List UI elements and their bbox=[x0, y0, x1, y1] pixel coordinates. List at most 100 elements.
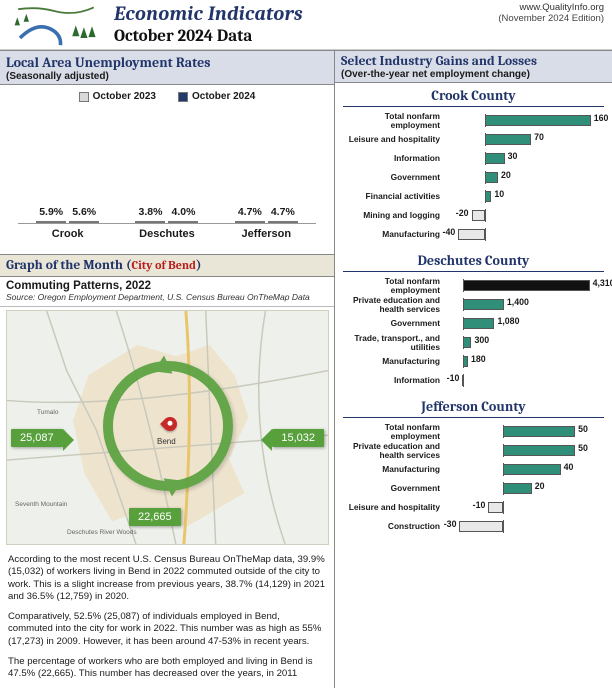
data-month: October 2024 Data bbox=[114, 27, 498, 46]
hbar bbox=[503, 483, 532, 494]
legend-item-a: October 2023 bbox=[79, 91, 156, 102]
hbar-value: 4,310 bbox=[593, 278, 612, 288]
unemp-bar: 5.6% bbox=[69, 221, 99, 223]
hbar-value: 20 bbox=[501, 170, 511, 180]
hbar-row: Leisure and hospitality-10 bbox=[339, 498, 604, 517]
unemp-bar: 3.8% bbox=[135, 221, 165, 223]
hbar-label: Mining and logging bbox=[339, 211, 445, 220]
site-url: www.QualityInfo.org bbox=[498, 2, 604, 13]
logo bbox=[6, 2, 106, 47]
hbar bbox=[503, 426, 575, 437]
hbar-label: Total nonfarm employment bbox=[339, 423, 445, 441]
county-title: Deschutes County bbox=[343, 252, 604, 272]
unemp-bar-value: 4.0% bbox=[172, 206, 196, 218]
right-column: Select Industry Gains and Losses (Over-t… bbox=[335, 50, 612, 688]
gom-p1: According to the most recent U.S. Census… bbox=[8, 554, 326, 603]
gains-sub: (Over-the-year net employment change) bbox=[341, 69, 606, 80]
hbar-row: Total nonfarm employment160 bbox=[339, 111, 604, 130]
hbar bbox=[463, 280, 590, 291]
hbar-row: Construction-30 bbox=[339, 517, 604, 536]
hbar-value: 40 bbox=[564, 462, 574, 472]
hbar bbox=[472, 210, 485, 221]
hbar-track: 1,400 bbox=[445, 298, 604, 311]
hbar-label: Private education and health services bbox=[339, 296, 445, 314]
hbar-track: 300 bbox=[445, 336, 604, 349]
county-title: Jefferson County bbox=[343, 398, 604, 418]
columns: Local Area Unemployment Rates (Seasonall… bbox=[0, 50, 612, 688]
hbar-track: 70 bbox=[445, 133, 604, 146]
hbar-value: 70 bbox=[534, 132, 544, 142]
unemp-category: Jefferson bbox=[226, 228, 306, 240]
hbar-track: -10 bbox=[445, 374, 604, 387]
gom-p2: Comparatively, 52.5% (25,087) of individ… bbox=[8, 611, 326, 648]
unemp-bar: 4.0% bbox=[168, 221, 198, 223]
hbar-value: 50 bbox=[578, 443, 588, 453]
hbar-value: -10 bbox=[473, 500, 486, 510]
unemp-group: 4.7%4.7% bbox=[226, 221, 306, 223]
hbar-label: Total nonfarm employment bbox=[339, 112, 445, 130]
unemp-bar-value: 4.7% bbox=[271, 206, 295, 218]
hbar-track: 20 bbox=[445, 171, 604, 184]
unemp-group: 5.9%5.6% bbox=[28, 221, 108, 223]
gom-title-prefix: Graph of the Month ( bbox=[6, 258, 132, 273]
map-label-tumalo: Tumalo bbox=[37, 409, 58, 416]
county-title: Crook County bbox=[343, 87, 604, 107]
hbar-track: -10 bbox=[445, 501, 604, 514]
county-chart: Total nonfarm employment4,310Private edu… bbox=[335, 276, 612, 394]
hbar-row: Trade, transport., and utilities300 bbox=[339, 333, 604, 352]
gom-source: Source: Oregon Employment Department, U.… bbox=[0, 292, 334, 307]
gains-header: Select Industry Gains and Losses (Over-t… bbox=[335, 50, 612, 83]
gom-title-suffix: ) bbox=[196, 258, 202, 273]
hbar-row: Information30 bbox=[339, 149, 604, 168]
hbar-row: Total nonfarm employment4,310 bbox=[339, 276, 604, 295]
hbar-track: 1,080 bbox=[445, 317, 604, 330]
hbar-label: Manufacturing bbox=[339, 230, 445, 239]
hbar-value: 10 bbox=[494, 189, 504, 199]
swatch-a bbox=[79, 92, 89, 102]
hbar-row: Manufacturing40 bbox=[339, 460, 604, 479]
unemp-bar-value: 5.9% bbox=[39, 206, 63, 218]
hbar-label: Government bbox=[339, 484, 445, 493]
hbar-track: 40 bbox=[445, 463, 604, 476]
hbar bbox=[485, 115, 591, 126]
left-column: Local Area Unemployment Rates (Seasonall… bbox=[0, 50, 335, 688]
unemp-category: Deschutes bbox=[127, 228, 207, 240]
hbar-track: 20 bbox=[445, 482, 604, 495]
gom-city: City of Bend bbox=[132, 258, 196, 272]
hbar-value: -20 bbox=[456, 208, 469, 218]
hbar-value: 20 bbox=[535, 481, 545, 491]
gains-title: Select Industry Gains and Losses bbox=[341, 54, 606, 69]
zero-axis bbox=[485, 209, 486, 222]
hbar bbox=[458, 229, 485, 240]
hbar-row: Mining and logging -20 bbox=[339, 206, 604, 225]
hbar-label: Leisure and hospitality bbox=[339, 135, 445, 144]
gom-subtitle: Commuting Patterns, 2022 bbox=[0, 277, 334, 292]
commuting-map: 25,087 15,032 22,665 Bend Tumalo Seventh… bbox=[6, 310, 329, 545]
unemp-bar-value: 4.7% bbox=[238, 206, 262, 218]
hbar-value: 180 bbox=[471, 354, 486, 364]
hbar bbox=[488, 502, 502, 513]
hbar-value: -40 bbox=[443, 227, 456, 237]
hbar-value: -30 bbox=[444, 519, 457, 529]
gom-header: Graph of the Month (City of Bend) bbox=[0, 254, 334, 277]
header: Economic Indicators October 2024 Data ww… bbox=[0, 0, 612, 50]
hbar-label: Government bbox=[339, 173, 445, 182]
page: Economic Indicators October 2024 Data ww… bbox=[0, 0, 612, 675]
edition-label: (November 2024 Edition) bbox=[498, 13, 604, 24]
hbar-track: 30 bbox=[445, 152, 604, 165]
county-chart: Total nonfarm employment160 Leisure and h… bbox=[335, 111, 612, 248]
unemp-bar: 4.7% bbox=[235, 221, 265, 223]
hbar-row: Government 20 bbox=[339, 168, 604, 187]
hbar bbox=[485, 134, 531, 145]
main-title: Economic Indicators bbox=[114, 2, 498, 25]
legend-b-label: October 2024 bbox=[192, 91, 255, 102]
hbar-track: -20 bbox=[445, 209, 604, 222]
hbar-row: Government 20 bbox=[339, 479, 604, 498]
zero-axis bbox=[503, 520, 504, 533]
internal-flow-value: 22,665 bbox=[129, 508, 181, 526]
outflow-value: 15,032 bbox=[272, 429, 324, 447]
hbar bbox=[462, 375, 464, 386]
hbar-track: 10 bbox=[445, 190, 604, 203]
city-label: Bend bbox=[157, 437, 176, 446]
unemp-chart: 5.9%5.6%3.8%4.0%4.7%4.7% CrookDeschutesJ… bbox=[0, 104, 334, 254]
